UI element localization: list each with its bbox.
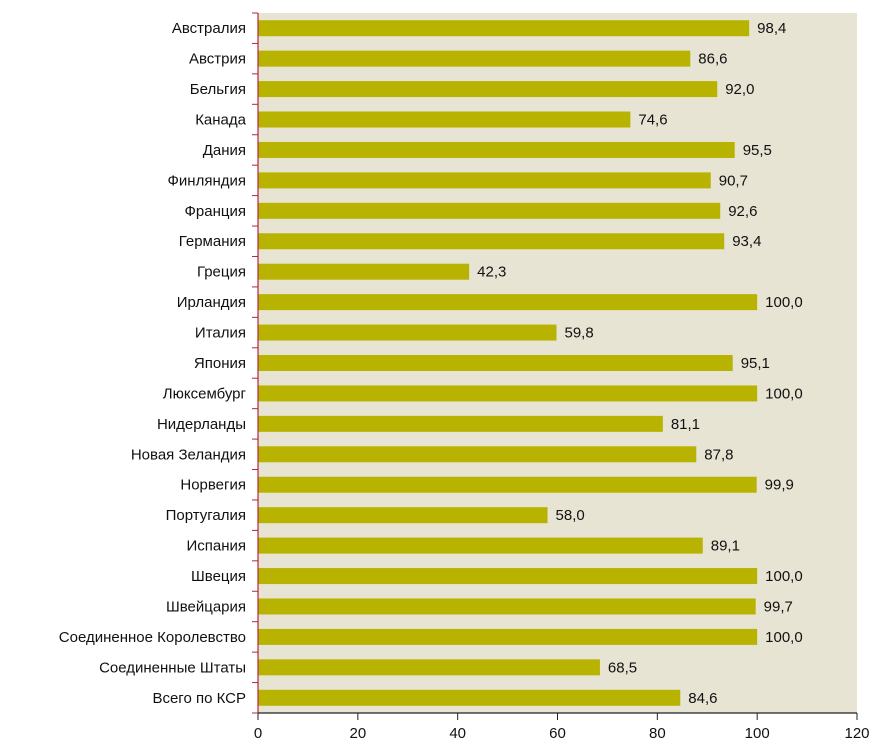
bar xyxy=(258,598,756,615)
y-tick-label: Греция xyxy=(197,264,246,281)
bar xyxy=(258,537,703,554)
y-tick-label: Бельгия xyxy=(190,81,246,98)
value-label: 90,7 xyxy=(719,172,748,189)
x-tick-label: 100 xyxy=(745,725,770,742)
value-label: 74,6 xyxy=(638,111,667,128)
value-label: 99,7 xyxy=(764,598,793,615)
y-tick-label: Всего по КСР xyxy=(152,690,246,707)
y-tick-label: Ирландия xyxy=(177,294,246,311)
bar xyxy=(258,355,733,371)
x-tick-label: 80 xyxy=(649,725,666,742)
y-tick-label: Испания xyxy=(186,538,246,555)
bar xyxy=(258,111,631,128)
y-tick-label: Норвегия xyxy=(180,477,246,494)
value-label: 84,6 xyxy=(688,690,717,707)
y-tick-label: Япония xyxy=(194,355,246,372)
y-tick-label: Канада xyxy=(195,111,246,128)
bar xyxy=(258,202,721,219)
bar xyxy=(258,50,691,67)
value-label: 42,3 xyxy=(477,264,506,281)
bar xyxy=(258,263,470,280)
x-tick-label: 40 xyxy=(449,725,466,742)
y-tick-label: Соединенное Королевство xyxy=(59,629,246,646)
value-label: 87,8 xyxy=(704,446,733,463)
value-label: 100,0 xyxy=(765,629,803,646)
x-tick-label: 0 xyxy=(254,725,262,742)
bar xyxy=(258,415,663,432)
bar xyxy=(258,233,725,250)
bar xyxy=(258,689,681,706)
value-label: 59,8 xyxy=(565,325,594,342)
value-label: 58,0 xyxy=(556,507,585,524)
y-tick-label: Швейцария xyxy=(166,598,246,615)
value-label: 81,1 xyxy=(671,416,700,433)
y-tick-label: Дания xyxy=(203,142,246,159)
y-tick-label: Португалия xyxy=(166,507,246,524)
value-label: 100,0 xyxy=(765,568,803,585)
value-label: 100,0 xyxy=(765,385,803,402)
bar xyxy=(258,446,697,463)
y-tick-label: Финляндия xyxy=(168,172,246,189)
y-tick-label: Швеция xyxy=(191,568,246,585)
y-tick-label: Люксембург xyxy=(163,385,247,402)
value-label: 95,5 xyxy=(743,142,772,159)
value-label: 86,6 xyxy=(698,51,727,68)
bar xyxy=(258,324,557,341)
bar xyxy=(258,294,758,311)
bar xyxy=(258,20,750,37)
y-tick-label: Австрия xyxy=(189,51,246,68)
value-label: 68,5 xyxy=(608,659,637,676)
y-tick-label: Соединенные Штаты xyxy=(99,659,246,676)
bar xyxy=(258,628,758,645)
y-tick-label: Новая Зеландия xyxy=(131,446,246,463)
y-tick-label: Франция xyxy=(185,203,246,220)
bar xyxy=(258,385,758,402)
x-tick-label: 120 xyxy=(844,725,869,742)
value-label: 95,1 xyxy=(741,355,770,372)
value-label: 92,0 xyxy=(725,81,754,98)
bar xyxy=(258,81,718,98)
x-tick-label: 60 xyxy=(549,725,566,742)
y-tick-label: Австралия xyxy=(172,20,246,37)
bar xyxy=(258,659,600,676)
value-label: 89,1 xyxy=(711,538,740,555)
bar xyxy=(258,568,758,585)
value-label: 92,6 xyxy=(728,203,757,220)
value-label: 99,9 xyxy=(765,477,794,494)
bar xyxy=(258,172,711,189)
bar xyxy=(258,476,757,493)
y-tick-label: Германия xyxy=(179,233,246,250)
bar xyxy=(258,141,735,158)
x-tick-label: 20 xyxy=(349,725,366,742)
bar xyxy=(258,507,548,524)
value-label: 98,4 xyxy=(757,20,786,37)
value-label: 100,0 xyxy=(765,294,803,311)
y-tick-label: Нидерланды xyxy=(157,416,246,433)
value-label: 93,4 xyxy=(732,233,761,250)
y-tick-label: Италия xyxy=(195,325,246,342)
